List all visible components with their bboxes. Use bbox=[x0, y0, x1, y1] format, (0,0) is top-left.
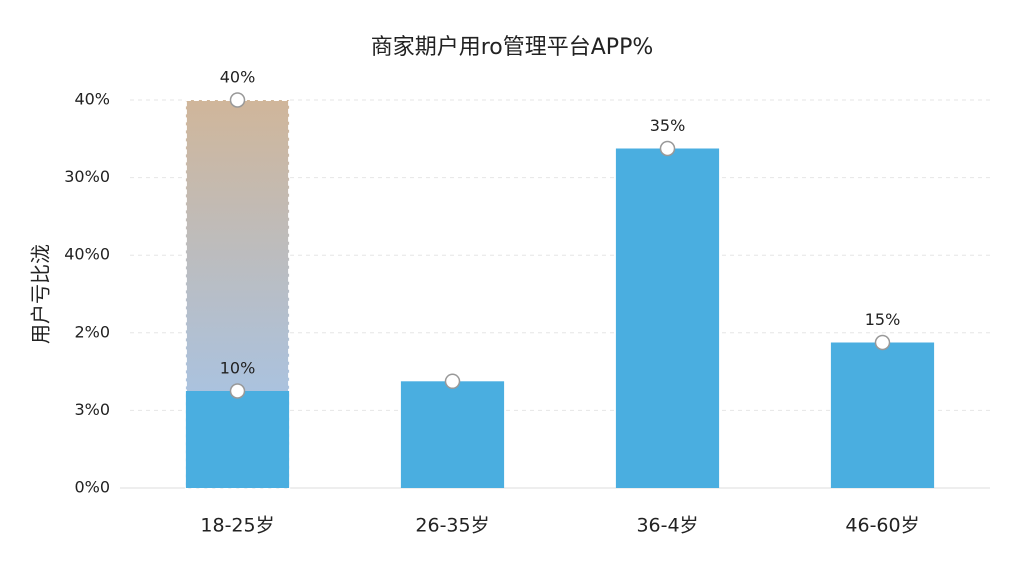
y-axis-label: 用户亏比泷 bbox=[29, 244, 53, 344]
point-marker bbox=[659, 140, 676, 157]
y-tick-label: 0%0 bbox=[74, 478, 110, 497]
value-label: 35% bbox=[650, 116, 686, 135]
y-tick-label: 30%0 bbox=[64, 167, 110, 186]
y-tick-label: 3%0 bbox=[74, 400, 110, 419]
point-marker bbox=[874, 334, 891, 351]
value-label: 10% bbox=[220, 359, 256, 378]
point-marker bbox=[444, 373, 461, 390]
bar bbox=[185, 391, 290, 488]
point-marker bbox=[229, 92, 246, 108]
point-marker bbox=[229, 383, 246, 399]
y-tick-label: 40%0 bbox=[64, 245, 110, 264]
bar bbox=[400, 381, 505, 488]
x-tick-label: 46-60岁 bbox=[845, 515, 919, 537]
x-tick-label: 18-25岁 bbox=[200, 515, 274, 537]
x-tick-label: 36-4岁 bbox=[636, 515, 698, 537]
value-label: 15% bbox=[865, 310, 901, 329]
bar bbox=[830, 342, 935, 488]
highlight-label: 40% bbox=[220, 68, 256, 87]
bar bbox=[615, 148, 720, 488]
y-tick-label: 40% bbox=[74, 90, 110, 109]
chart-title: 商家期户用ro管理平台APP% bbox=[371, 35, 654, 60]
y-tick-label: 2%0 bbox=[74, 322, 110, 341]
x-tick-label: 26-35岁 bbox=[415, 515, 489, 537]
